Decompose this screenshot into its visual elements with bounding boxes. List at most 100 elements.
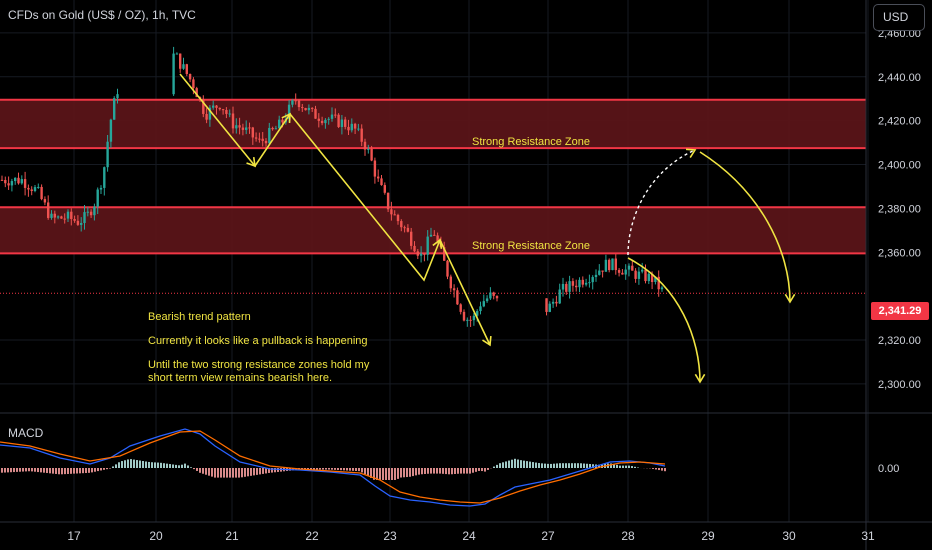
candle-body xyxy=(380,178,383,186)
macd-histogram-bar xyxy=(415,468,417,476)
candle-body xyxy=(347,126,350,131)
candle-body xyxy=(403,227,406,229)
candle-body xyxy=(7,183,10,186)
macd-histogram-bar xyxy=(187,465,189,468)
candle-body xyxy=(172,53,175,95)
candle-body xyxy=(344,119,347,127)
candle-body xyxy=(195,88,198,98)
candle-body xyxy=(70,211,73,219)
note-line-3b: short term view remains bearish here. xyxy=(148,372,333,384)
macd-histogram-bar xyxy=(166,463,168,468)
macd-histogram-bar xyxy=(652,468,654,469)
candle-body xyxy=(350,123,353,131)
macd-histogram-bar xyxy=(49,468,51,474)
candle-body xyxy=(27,187,30,190)
candle-body xyxy=(555,301,558,304)
time-tick-label: 28 xyxy=(621,529,635,543)
macd-histogram-bar xyxy=(259,468,261,475)
candle-body xyxy=(479,306,482,312)
note-line-3a: Until the two strong resistance zones ho… xyxy=(148,359,370,371)
macd-histogram-bar xyxy=(160,462,162,468)
macd-histogram-bar xyxy=(661,468,663,471)
macd-histogram-bar xyxy=(139,460,141,468)
macd-histogram-bar xyxy=(199,468,201,473)
candle-body xyxy=(611,258,614,271)
macd-histogram-bar xyxy=(508,460,510,468)
currency-button[interactable]: USD xyxy=(873,4,925,31)
candle-body xyxy=(492,292,495,296)
candle-body xyxy=(476,311,479,316)
macd-histogram-bar xyxy=(274,468,276,473)
candle-body xyxy=(188,73,192,80)
candle-body xyxy=(254,137,258,139)
macd-histogram-bar xyxy=(217,468,219,478)
macd-histogram-bar xyxy=(82,468,84,474)
macd-histogram-bar xyxy=(250,468,252,476)
macd-histogram-bar xyxy=(163,463,165,468)
macd-histogram-bar xyxy=(457,468,459,474)
macd-zero-label: 0.00 xyxy=(878,463,899,475)
macd-histogram-bar xyxy=(43,468,45,473)
candle-body xyxy=(76,220,80,225)
time-tick-label: 30 xyxy=(782,529,796,543)
macd-histogram-bar xyxy=(322,468,324,470)
candle-body xyxy=(228,113,231,115)
candle-body xyxy=(314,108,317,119)
candle-body xyxy=(598,270,601,275)
macd-histogram-bar xyxy=(349,468,351,471)
macd-histogram-bar xyxy=(625,465,627,468)
candle-body xyxy=(624,269,627,275)
macd-histogram-bar xyxy=(502,462,504,468)
candle-body xyxy=(96,189,99,207)
macd-histogram-bar xyxy=(10,468,12,473)
candle-body xyxy=(472,315,476,321)
macd-histogram-bar xyxy=(76,468,78,474)
candle-body xyxy=(466,319,469,321)
candle-body xyxy=(363,141,367,150)
macd-histogram-bar xyxy=(451,468,453,475)
macd-histogram-bar xyxy=(484,468,486,472)
candle-body xyxy=(261,138,264,141)
macd-histogram-bar xyxy=(175,464,177,468)
candle-body xyxy=(482,301,485,307)
macd-histogram-bar xyxy=(31,468,33,472)
macd-histogram-bar xyxy=(475,468,477,472)
macd-histogram-bar xyxy=(247,468,249,477)
candle-body xyxy=(591,277,594,283)
candle-body xyxy=(584,282,588,285)
macd-histogram-bar xyxy=(553,463,555,468)
candle-body xyxy=(340,119,344,127)
candle-body xyxy=(23,179,27,188)
candle-body xyxy=(568,281,571,292)
macd-histogram-bar xyxy=(1,468,3,473)
candle-body xyxy=(443,247,446,261)
macd-histogram-bar xyxy=(337,468,339,471)
macd-histogram-bar xyxy=(133,459,135,468)
signal-line xyxy=(0,430,666,504)
candle-body xyxy=(617,270,621,273)
macd-histogram-bar xyxy=(238,468,240,478)
time-tick-label: 29 xyxy=(701,529,715,543)
macd-histogram-bar xyxy=(70,468,72,474)
candle-body xyxy=(485,298,489,302)
candle-body xyxy=(594,274,598,278)
candle-body xyxy=(4,179,7,184)
macd-histogram-bar xyxy=(319,468,321,470)
macd-histogram-bar xyxy=(493,466,495,468)
macd-histogram-bar xyxy=(226,468,228,478)
macd-histogram-bar xyxy=(370,468,372,478)
macd-histogram-bar xyxy=(184,463,186,468)
candle-body xyxy=(311,107,314,109)
macd-histogram-bar xyxy=(376,468,378,480)
candle-body xyxy=(571,281,575,286)
candle-body xyxy=(462,311,466,321)
macd-histogram-bar xyxy=(511,459,513,468)
grid xyxy=(0,0,869,522)
macd-histogram-bar xyxy=(382,468,384,480)
macd-histogram-bar xyxy=(469,468,471,474)
candle-body xyxy=(37,186,40,188)
macd-histogram-bar xyxy=(622,465,624,468)
macd-histogram-bar xyxy=(343,468,345,471)
macd-indicator-label[interactable]: MACD xyxy=(8,426,44,440)
